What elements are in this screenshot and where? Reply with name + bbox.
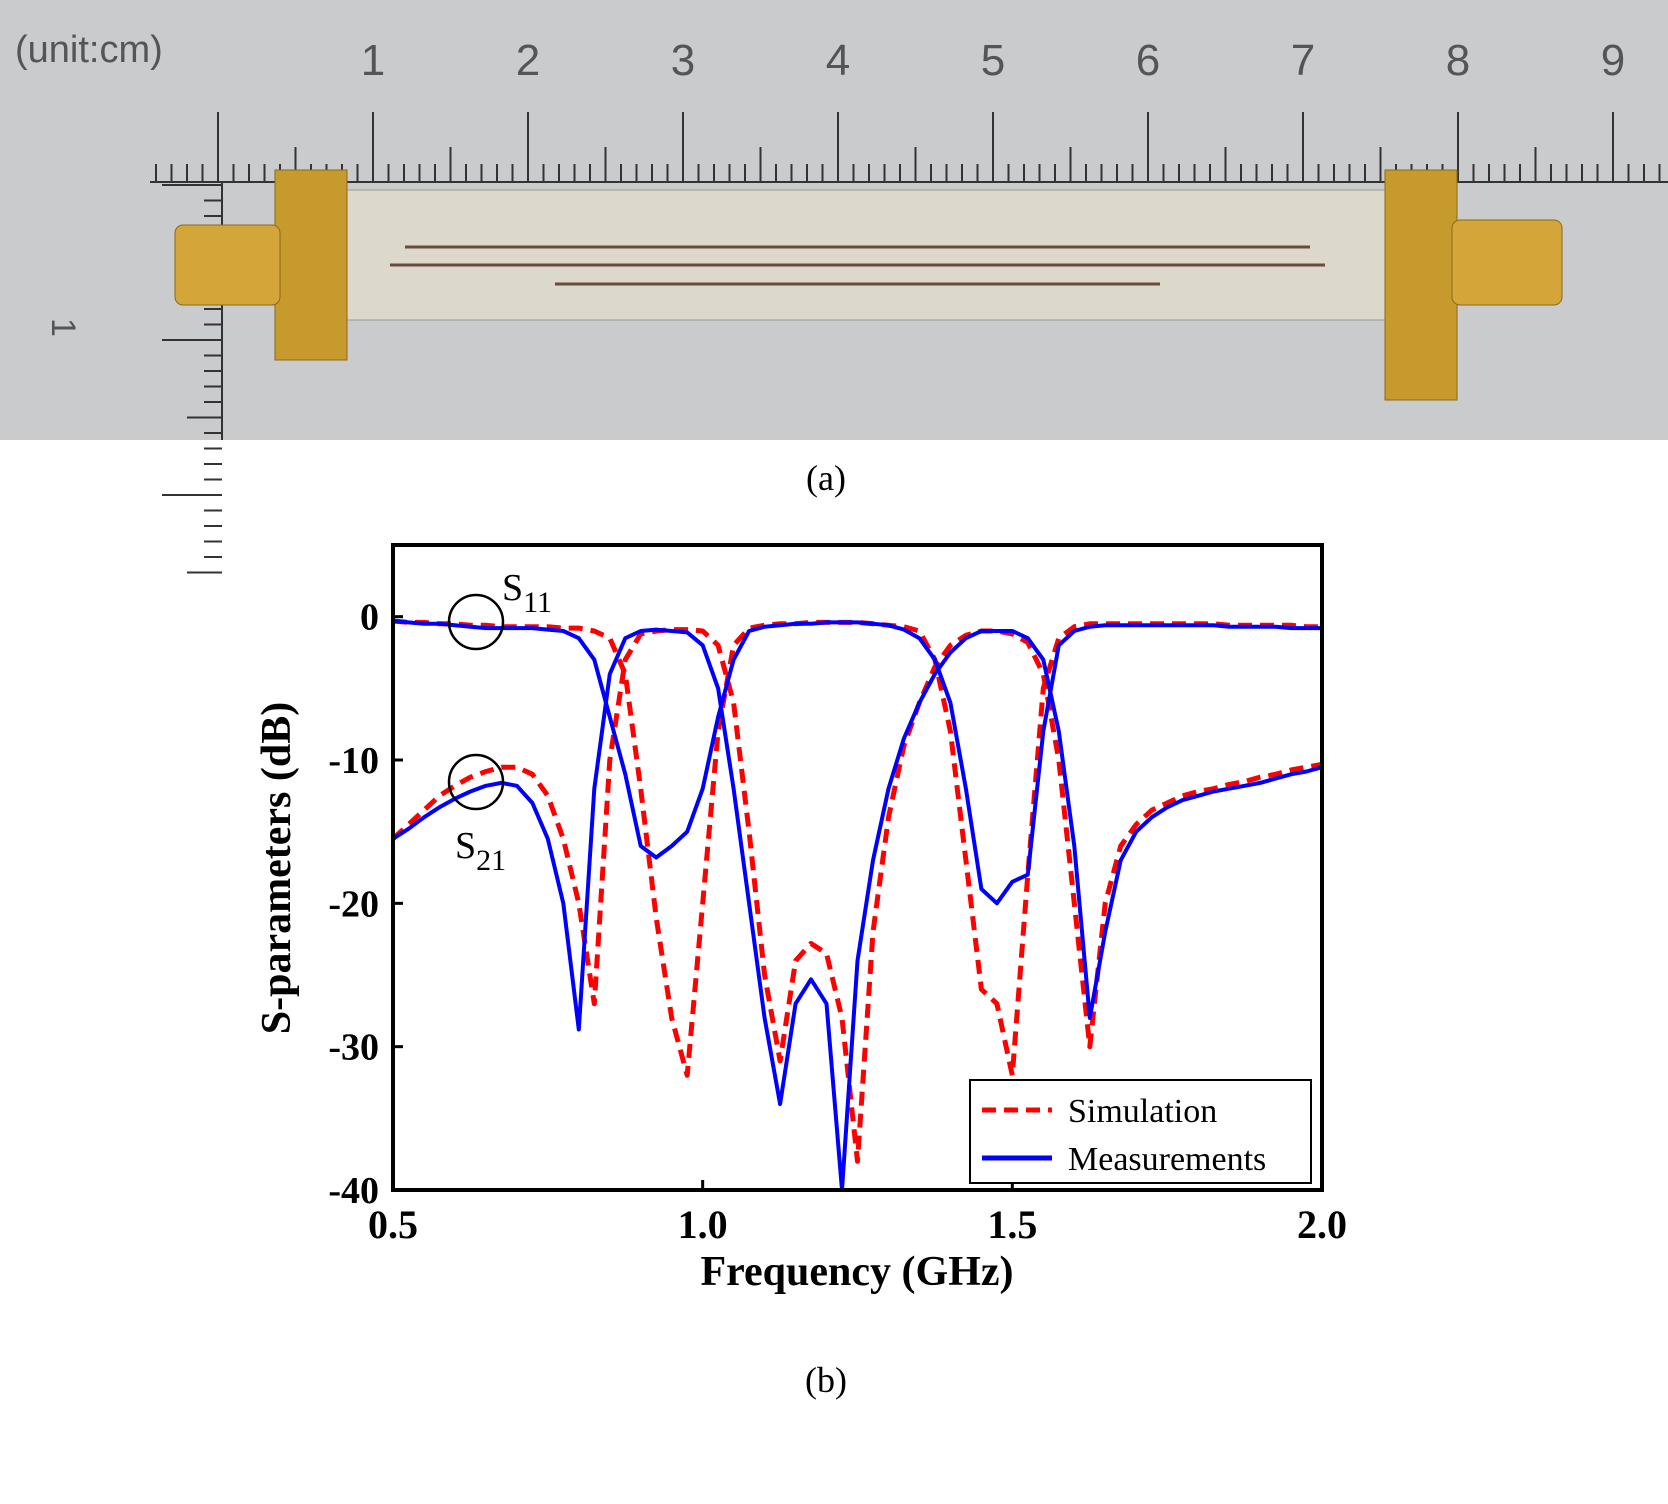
- connector-flange: [1384, 169, 1458, 401]
- panel-label: (a): [806, 458, 846, 498]
- series-line: [393, 618, 1322, 1078]
- y-tick-label: -30: [328, 1027, 379, 1069]
- connector: [1451, 219, 1563, 306]
- ruler-ticks: [155, 112, 1661, 574]
- legend-box: [969, 1079, 1312, 1184]
- annotation-circle: [447, 593, 505, 651]
- unit-label: (unit:cm): [15, 29, 163, 71]
- board: [339, 189, 1386, 321]
- photo: (unit:cm) 1 1 2 3 4 5 6 7 8 9: [0, 0, 1668, 574]
- ruler-label: 8: [1446, 36, 1470, 85]
- annotation: S11: [502, 567, 552, 619]
- x-tick-label: 0.5: [368, 1202, 418, 1247]
- x-tick-label: 1.5: [987, 1202, 1037, 1247]
- y-tick-label: -20: [328, 883, 379, 925]
- y-axis-label: S-parameters (dB): [254, 702, 300, 1034]
- annotation-circle: [447, 753, 505, 811]
- ruler-label: 9: [1601, 36, 1625, 85]
- ruler-label: 4: [826, 36, 850, 85]
- connector: [174, 224, 281, 306]
- annotation-text: S: [502, 567, 523, 609]
- legend-label: Simulation: [1068, 1093, 1217, 1130]
- y-tick-label: -10: [328, 740, 379, 782]
- ruler-label: 7: [1291, 36, 1315, 85]
- y-tick-label: 0: [360, 597, 379, 639]
- ruler-label: 2: [516, 36, 540, 85]
- x-tick-label: 2.0: [1297, 1202, 1347, 1247]
- ruler-label: 6: [1136, 36, 1160, 85]
- annotation: S21: [455, 825, 506, 877]
- series-line: [393, 627, 1322, 1190]
- ruler-labels: 1 2 3 4 5 6 7 8 9: [361, 36, 1625, 85]
- annotation-text: S: [455, 825, 476, 867]
- annotation-sub: 11: [523, 586, 552, 619]
- x-axis-label: Frequency (GHz): [701, 1249, 1014, 1295]
- annotation-sub: 21: [476, 844, 506, 877]
- series-line: [393, 627, 1322, 1164]
- plot: 0-10-20-30-400.5 1.0 1.5 2.0S11S21Simulatio…: [328, 543, 1347, 1247]
- connector-flange: [274, 169, 348, 361]
- ruler-label: 5: [981, 36, 1005, 85]
- ruler-label: 3: [671, 36, 695, 85]
- side-ruler-label: 1: [44, 318, 82, 337]
- y-tick-label: -40: [328, 1170, 379, 1212]
- panel-label: (b): [805, 1360, 847, 1400]
- legend-label: Measurements: [1068, 1141, 1266, 1178]
- x-tick-label: 1.0: [678, 1202, 728, 1247]
- series-line: [393, 619, 1322, 906]
- ruler-label: 1: [361, 36, 385, 85]
- plot-frame: [391, 543, 1324, 1192]
